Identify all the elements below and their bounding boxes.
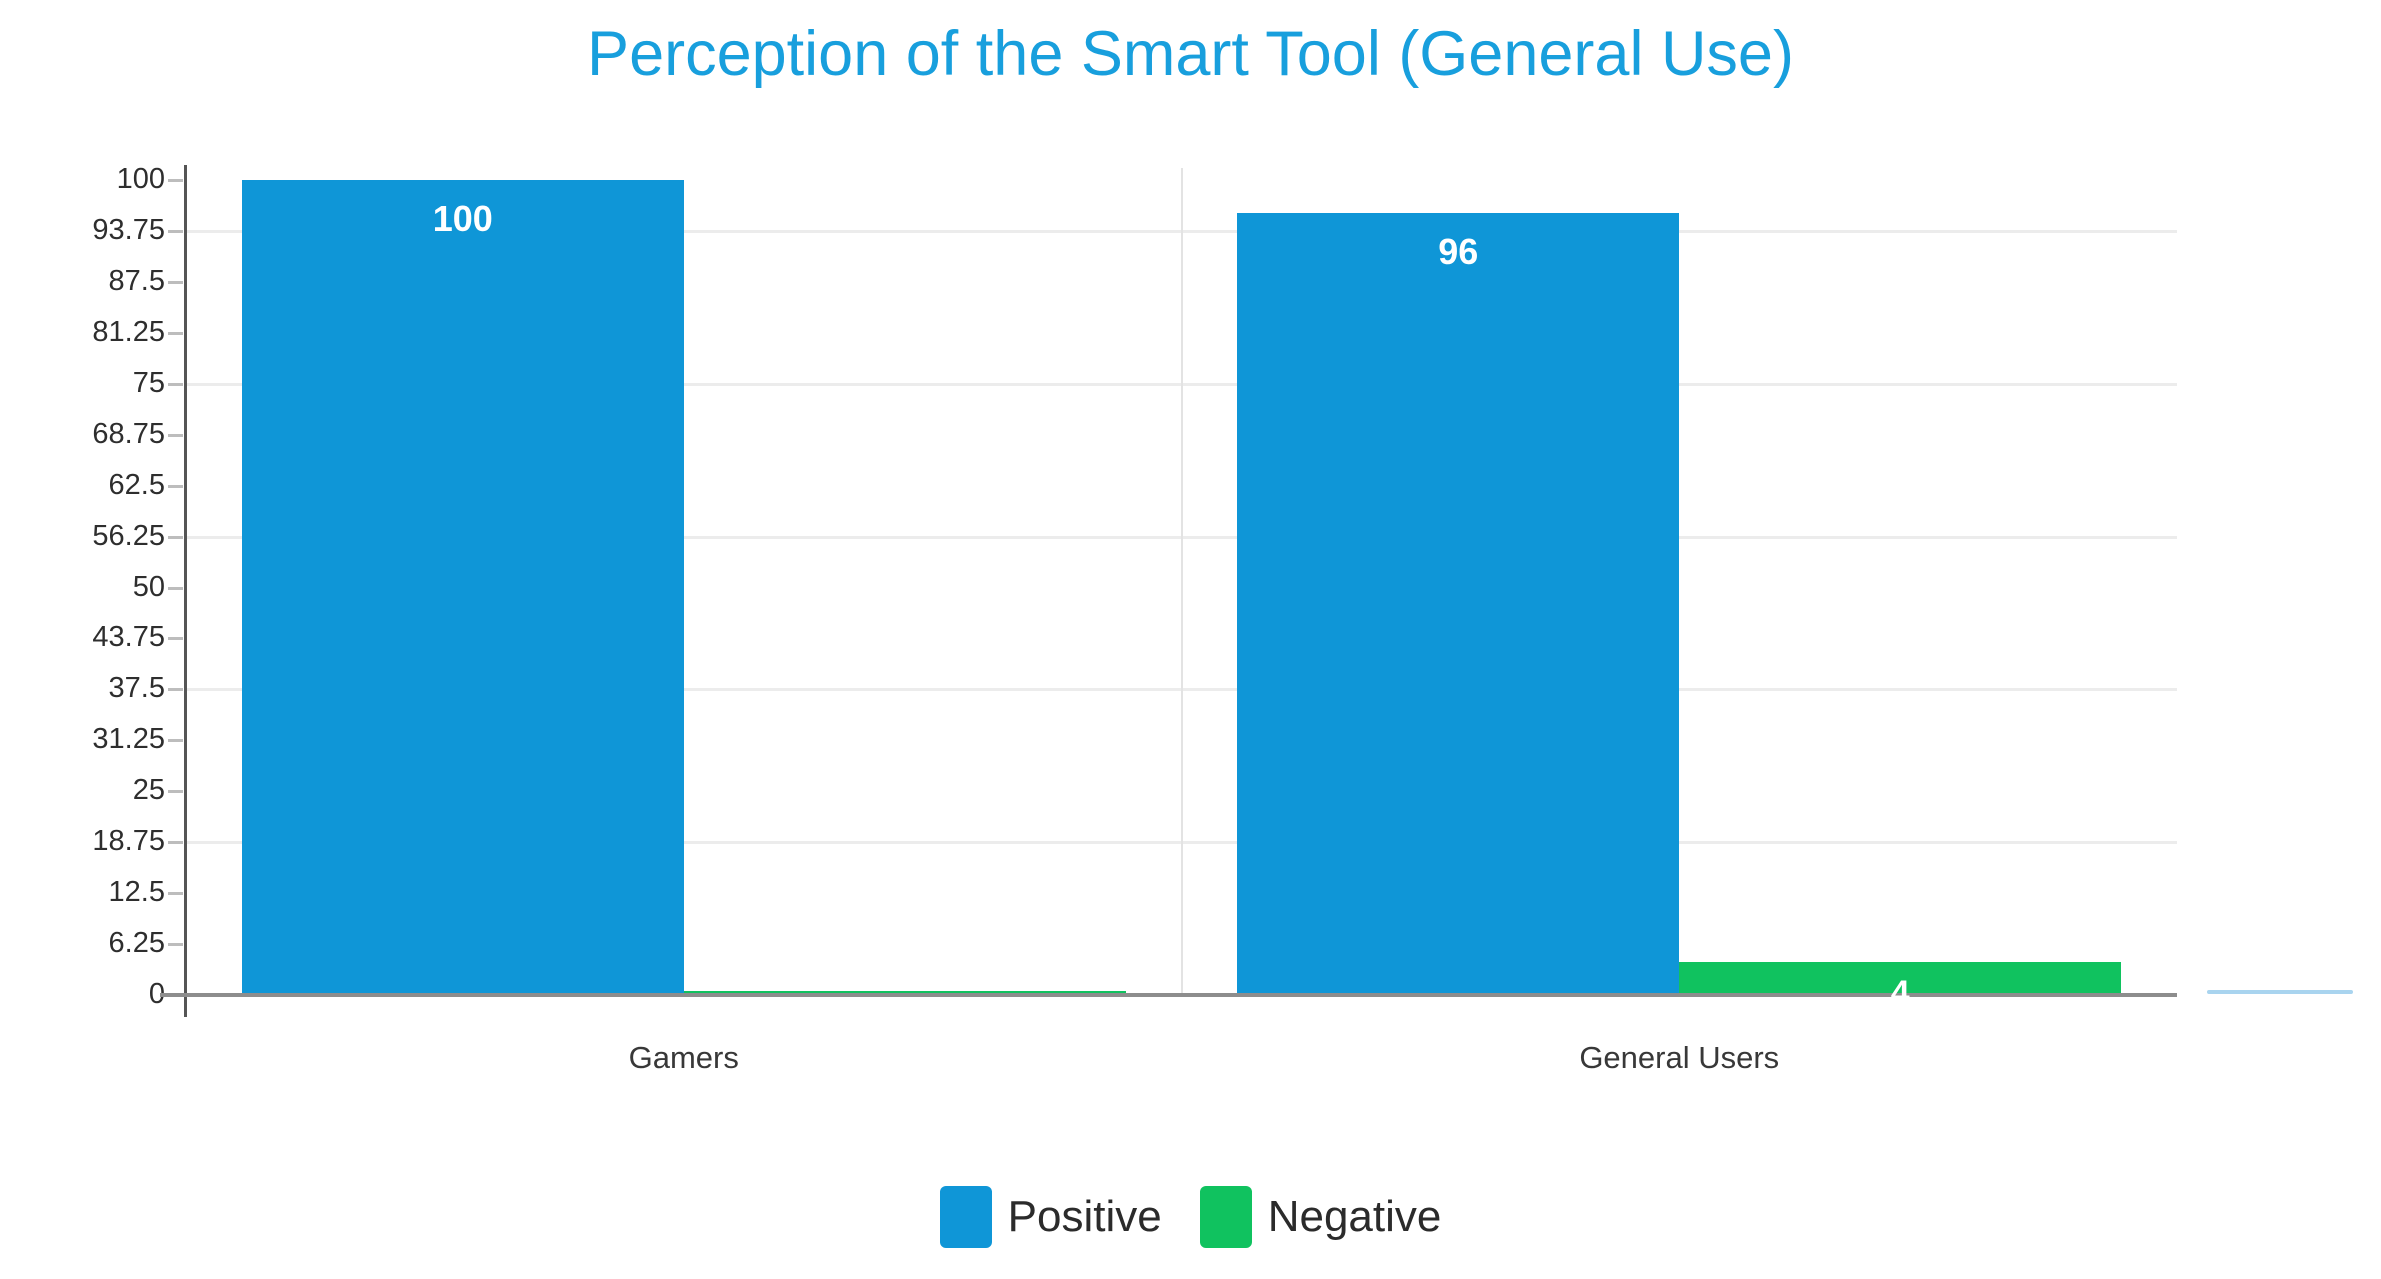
y-tick-label-6-25: 6.25 (108, 927, 165, 960)
y-tick-label-81-25: 81.25 (92, 315, 165, 348)
y-tick-label-0: 0 (148, 978, 165, 1010)
y-tick-mark-6-25 (168, 943, 183, 947)
y-tick-mark-100 (168, 179, 183, 182)
x-category-label-general-users: General Users (1579, 1040, 1780, 1075)
y-tick-label-68-75: 68.75 (92, 417, 165, 450)
y-tick-label-37-5: 37.5 (108, 672, 165, 705)
y-tick-label-62-5: 62.5 (108, 468, 165, 501)
y-tick-mark-93-75 (168, 229, 183, 233)
y-axis-line (184, 165, 187, 1017)
bar-general-users-positive[interactable] (1237, 212, 1680, 995)
y-tick-label-12-5: 12.5 (108, 876, 165, 909)
y-tick-label-31-25: 31.25 (92, 723, 165, 756)
legend-item-negative[interactable]: Negative (1199, 1186, 1442, 1248)
category-separator-line (1180, 168, 1183, 995)
y-tick-label-18-75: 18.75 (92, 825, 165, 858)
legend-swatch-positive (939, 1186, 992, 1248)
right-edge-bar-fragment (2207, 990, 2353, 994)
x-axis-baseline (160, 993, 2177, 997)
bar-gamers-positive[interactable] (241, 180, 684, 995)
legend-label-positive: Positive (1007, 1192, 1162, 1241)
chart-title: Perception of the Smart Tool (General Us… (587, 19, 1794, 89)
bar-label-general-users-positive: 96 (1438, 230, 1479, 272)
legend-swatch-negative (1199, 1186, 1252, 1248)
y-tick-label-25: 25 (132, 774, 165, 807)
y-tick-mark-37-5 (168, 688, 183, 692)
y-tick-mark-68-75 (168, 433, 183, 437)
y-tick-mark-62-5 (168, 484, 183, 488)
legend: Positive Negative (0, 1186, 2381, 1248)
y-tick-label-50: 50 (132, 570, 165, 603)
y-tick-mark-18-75 (168, 841, 183, 845)
y-tick-mark-50 (168, 586, 183, 590)
x-category-label-gamers: Gamers (628, 1040, 739, 1075)
bar-label-general-users-negative: 4 (1890, 974, 1910, 1012)
y-tick-mark-43-75 (168, 637, 183, 641)
y-tick-label-43-75: 43.75 (92, 621, 165, 654)
bar-label-gamers-positive: 100 (432, 198, 493, 239)
y-tick-label-75: 75 (132, 366, 165, 399)
y-tick-label-93-75: 93.75 (92, 213, 165, 246)
y-tick-mark-87-5 (168, 280, 183, 284)
y-tick-label-87-5: 87.5 (108, 264, 165, 297)
y-tick-mark-75 (168, 382, 183, 386)
y-tick-label-56-25: 56.25 (92, 519, 165, 552)
y-tick-mark-56-25 (168, 535, 183, 539)
y-tick-mark-81-25 (168, 331, 183, 335)
legend-item-positive[interactable]: Positive (939, 1186, 1162, 1248)
y-tick-label-100: 100 (116, 163, 165, 195)
legend-label-negative: Negative (1267, 1192, 1442, 1241)
y-tick-mark-25 (168, 790, 183, 794)
y-tick-mark-31-25 (168, 739, 183, 743)
y-tick-mark-12-5 (168, 892, 183, 896)
bar-general-users-negative[interactable] (1679, 962, 2122, 995)
